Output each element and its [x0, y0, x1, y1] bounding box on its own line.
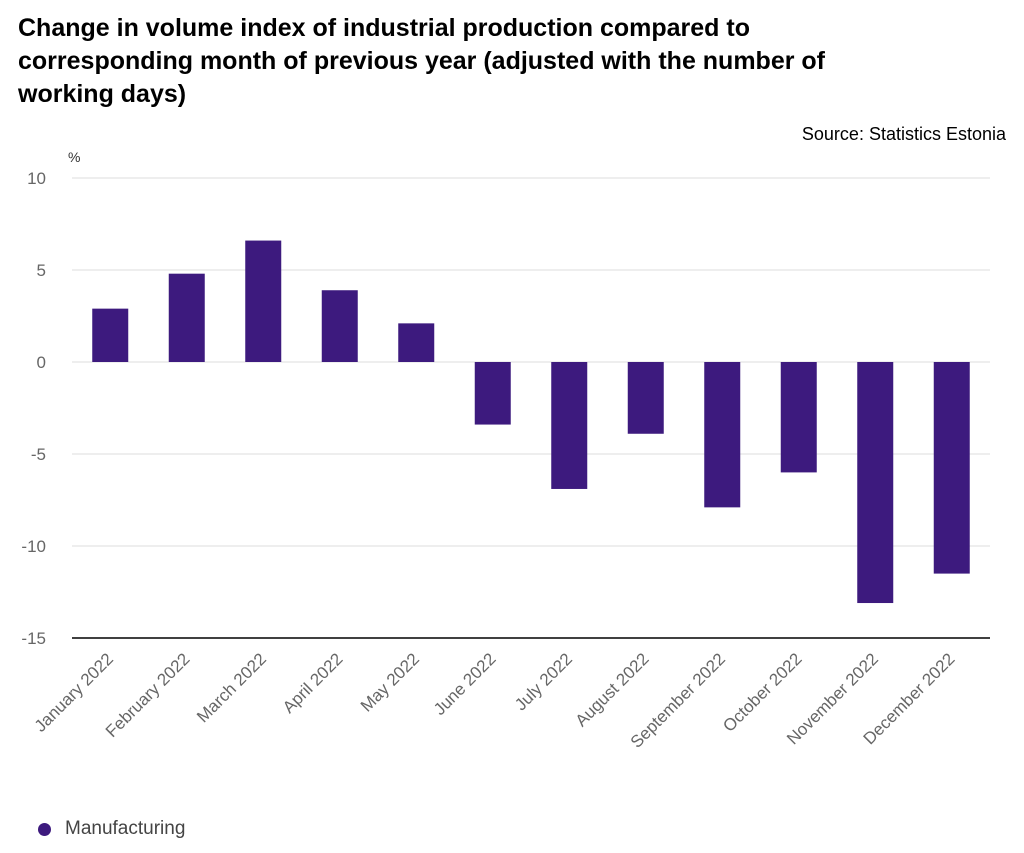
bars — [92, 240, 970, 604]
y-tick-label: -10 — [21, 537, 46, 556]
chart-title: Change in volume index of industrial pro… — [18, 14, 826, 108]
bar-december-2022 — [933, 362, 970, 574]
y-tick-label: 0 — [37, 353, 46, 372]
y-unit-label: % — [68, 149, 80, 165]
grid-lines — [72, 177, 990, 639]
x-tick-label: August 2022 — [572, 649, 653, 730]
bar-november-2022 — [857, 362, 894, 604]
bar-january-2022 — [92, 308, 129, 362]
legend: Manufacturing — [38, 818, 185, 840]
y-tick-label: -5 — [31, 445, 46, 464]
x-tick-label: July 2022 — [511, 649, 576, 714]
source-label: Source: Statistics Estonia — [801, 124, 1006, 144]
y-tick-label: 5 — [37, 261, 46, 280]
bar-april-2022 — [321, 290, 358, 362]
y-tick-label: -15 — [21, 629, 46, 648]
bar-march-2022 — [245, 240, 282, 362]
bar-august-2022 — [627, 362, 664, 434]
bar-september-2022 — [704, 362, 741, 508]
bar-february-2022 — [168, 273, 205, 362]
bar-june-2022 — [474, 362, 511, 425]
y-tick-label: 10 — [27, 169, 46, 188]
x-tick-label: May 2022 — [357, 649, 423, 715]
x-tick-label: March 2022 — [193, 649, 270, 726]
x-tick-label: April 2022 — [279, 649, 347, 717]
x-tick-label: June 2022 — [430, 649, 500, 719]
x-tick-label: October 2022 — [719, 649, 805, 735]
bar-may-2022 — [398, 323, 435, 362]
y-axis-ticks: 10 5 0 -5 -10 -15 — [21, 169, 46, 648]
legend-swatch — [38, 822, 51, 836]
x-tick-label: January 2022 — [31, 649, 117, 735]
bar-july-2022 — [551, 362, 588, 489]
legend-label: Manufacturing — [65, 818, 186, 839]
bar-october-2022 — [780, 362, 817, 473]
